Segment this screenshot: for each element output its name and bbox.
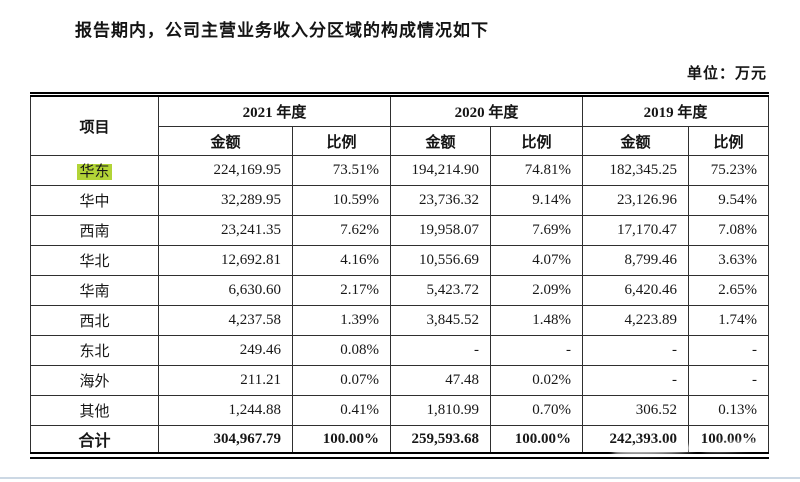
region-cell: 西南 — [30, 215, 159, 246]
ratio-cell: 74.81% — [490, 155, 584, 186]
total-amount-cell: 242,393.00 — [582, 425, 690, 456]
total-amount-cell: 304,967.79 — [158, 425, 293, 456]
region-cell: 华南 — [30, 275, 159, 306]
ratio-cell: 10.59% — [291, 185, 392, 216]
table-row-huanan: 华南 6,630.60 2.17% 5,423.72 2.09% 6,420.4… — [30, 275, 770, 306]
table-row-qita: 其他 1,244.88 0.41% 1,810.99 0.70% 306.52 … — [30, 395, 770, 426]
table-row-huabei: 华北 12,692.81 4.16% 10,556.69 4.07% 8,799… — [30, 245, 770, 276]
amount-cell: - — [582, 365, 690, 396]
revenue-by-region-table-wrap: 项目 2021 年度 2020 年度 2019 年度 金额 比例 金额 比例 金… — [30, 92, 770, 459]
table-row-xibei: 西北 4,237.58 1.39% 3,845.52 1.48% 4,223.8… — [30, 305, 770, 336]
ratio-cell: 7.62% — [291, 215, 392, 246]
amount-cell: 1,244.88 — [158, 395, 293, 426]
header-row-years: 项目 2021 年度 2020 年度 2019 年度 — [30, 94, 770, 156]
amount-cell: 306.52 — [582, 395, 690, 426]
ratio-cell: 75.23% — [688, 155, 770, 186]
ratio-cell: - — [490, 335, 584, 366]
amount-header-2019: 金额 — [582, 126, 690, 156]
total-label-cell: 合计 — [30, 425, 159, 456]
year-header-2021: 2021 年度 — [157, 94, 392, 127]
amount-cell: 32,289.95 — [158, 185, 293, 216]
region-cell: 华北 — [30, 245, 159, 276]
amount-cell: 6,420.46 — [582, 275, 690, 306]
amount-cell: 12,692.81 — [158, 245, 293, 276]
ratio-cell: 1.39% — [291, 305, 392, 336]
ratio-cell: 0.13% — [688, 395, 770, 426]
ratio-cell: - — [688, 365, 770, 396]
ratio-header-2021: 比例 — [291, 126, 392, 156]
amount-cell: 4,237.58 — [158, 305, 293, 336]
year-header-2019: 2019 年度 — [582, 94, 770, 127]
amount-cell: - — [390, 335, 492, 366]
ratio-cell: 2.09% — [490, 275, 584, 306]
amount-cell: 10,556.69 — [390, 245, 492, 276]
page-title: 报告期内，公司主营业务收入分区域的构成情况如下 — [75, 21, 489, 40]
amount-cell: 194,214.90 — [390, 155, 492, 186]
region-cell: 其他 — [30, 395, 159, 426]
ratio-cell: 0.07% — [291, 365, 392, 396]
ratio-cell: 4.16% — [291, 245, 392, 276]
total-ratio-cell: 100.00% — [490, 425, 584, 456]
region-cell: 东北 — [30, 335, 159, 366]
region-cell: 华中 — [30, 185, 159, 216]
amount-cell: 211.21 — [158, 365, 293, 396]
ratio-cell: 0.08% — [291, 335, 392, 366]
ratio-header-2019: 比例 — [688, 126, 770, 156]
ratio-cell: 1.48% — [490, 305, 584, 336]
amount-cell: - — [582, 335, 690, 366]
col-header-item: 项目 — [30, 94, 159, 156]
revenue-by-region-table: 项目 2021 年度 2020 年度 2019 年度 金额 比例 金额 比例 金… — [30, 92, 770, 459]
year-header-2020: 2020 年度 — [390, 94, 584, 127]
ratio-cell: 0.02% — [490, 365, 584, 396]
amount-cell: 23,736.32 — [390, 185, 492, 216]
highlight-mark: 华东 — [77, 164, 112, 180]
total-amount-cell: 259,593.68 — [390, 425, 492, 456]
amount-cell: 249.46 — [158, 335, 293, 366]
ratio-cell: 4.07% — [490, 245, 584, 276]
unit-label: 单位：万元 — [686, 66, 767, 82]
amount-cell: 6,630.60 — [158, 275, 293, 306]
ratio-cell: 2.17% — [291, 275, 392, 306]
ratio-cell: 0.70% — [490, 395, 584, 426]
ratio-cell: 0.41% — [291, 395, 392, 426]
amount-cell: 182,345.25 — [582, 155, 690, 186]
table-row-huadong: 华东 224,169.95 73.51% 194,214.90 74.81% 1… — [30, 155, 770, 186]
table-row-dongbei: 东北 249.46 0.08% - - - - — [30, 335, 770, 366]
table-row-xinan: 西南 23,241.35 7.62% 19,958.07 7.69% 17,17… — [30, 215, 770, 246]
ratio-header-2020: 比例 — [490, 126, 584, 156]
total-ratio-cell: 100.00% — [688, 425, 770, 456]
page-bottom-edge-line — [0, 477, 800, 479]
ratio-cell: 3.63% — [688, 245, 770, 276]
amount-cell: 5,423.72 — [390, 275, 492, 306]
region-cell: 华东 — [30, 155, 159, 186]
amount-cell: 23,241.35 — [158, 215, 293, 246]
amount-cell: 47.48 — [390, 365, 492, 396]
amount-cell: 1,810.99 — [390, 395, 492, 426]
amount-cell: 3,845.52 — [390, 305, 492, 336]
ratio-cell: 9.14% — [490, 185, 584, 216]
amount-header-2021: 金额 — [158, 126, 293, 156]
ratio-cell: 9.54% — [688, 185, 770, 216]
ratio-cell: - — [688, 335, 770, 366]
amount-cell: 23,126.96 — [582, 185, 690, 216]
region-cell: 西北 — [30, 305, 159, 336]
table-row-huazhong: 华中 32,289.95 10.59% 23,736.32 9.14% 23,1… — [30, 185, 770, 216]
total-ratio-cell: 100.00% — [291, 425, 392, 456]
amount-cell: 4,223.89 — [582, 305, 690, 336]
ratio-cell: 2.65% — [688, 275, 770, 306]
region-cell: 海外 — [30, 365, 159, 396]
ratio-cell: 7.08% — [688, 215, 770, 246]
amount-header-2020: 金额 — [390, 126, 492, 156]
amount-cell: 17,170.47 — [582, 215, 690, 246]
ratio-cell: 7.69% — [490, 215, 584, 246]
amount-cell: 224,169.95 — [158, 155, 293, 186]
amount-cell: 8,799.46 — [582, 245, 690, 276]
table-row-haiwai: 海外 211.21 0.07% 47.48 0.02% - - — [30, 365, 770, 396]
ratio-cell: 73.51% — [291, 155, 392, 186]
total-row: 合计 304,967.79 100.00% 259,593.68 100.00%… — [30, 425, 770, 456]
amount-cell: 19,958.07 — [390, 215, 492, 246]
header-row-subcolumns: 金额 比例 金额 比例 金额 比例 — [31, 126, 770, 156]
ratio-cell: 1.74% — [688, 305, 770, 336]
